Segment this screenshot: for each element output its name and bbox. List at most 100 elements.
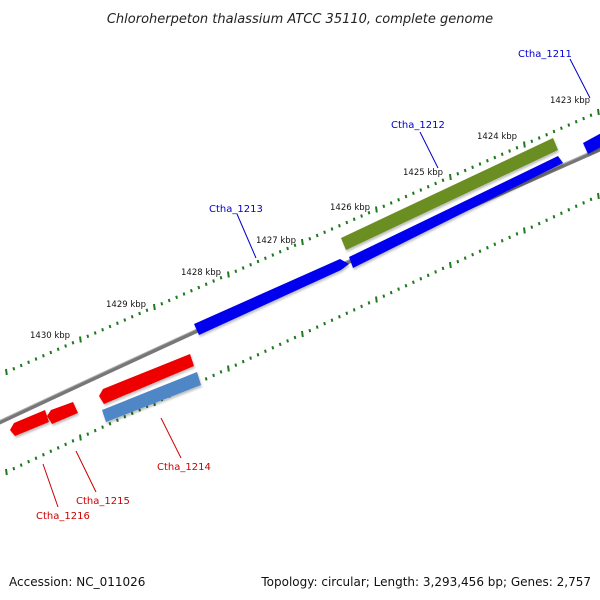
minor-tick	[86, 432, 90, 436]
minor-tick	[367, 301, 371, 305]
minor-tick	[360, 304, 363, 309]
map-title: Chloroherpeton thalassium ATCC 35110, co…	[107, 12, 493, 27]
minor-tick	[567, 208, 571, 212]
minor-tick	[256, 259, 260, 264]
major-tick	[449, 173, 452, 181]
minor-tick	[34, 357, 38, 361]
minor-tick	[42, 354, 45, 358]
minor-tick	[42, 453, 45, 457]
gene-callouts: Ctha_1211 Ctha_1212 Ctha_1213 Ctha_1214 …	[36, 49, 591, 522]
minor-tick	[560, 126, 563, 131]
minor-tick	[286, 246, 289, 251]
minor-tick	[286, 339, 289, 343]
minor-tick	[182, 292, 186, 296]
gene-label-ctha-1214[interactable]: Ctha_1214	[157, 462, 211, 473]
minor-tick	[412, 280, 415, 285]
minor-tick	[367, 211, 371, 215]
minor-tick	[234, 269, 238, 274]
minor-tick	[382, 204, 386, 209]
minor-tick	[130, 315, 134, 319]
minor-tick	[234, 363, 238, 367]
major-tick	[301, 238, 304, 246]
gene-ctha-1212[interactable]	[349, 156, 563, 268]
minor-tick	[574, 204, 578, 209]
minor-tick	[256, 352, 260, 357]
gene-ctha-1214-feature[interactable]	[102, 372, 201, 422]
minor-tick	[71, 341, 75, 345]
minor-tick	[271, 253, 275, 257]
minor-tick	[323, 230, 326, 235]
minor-tick	[397, 198, 400, 202]
minor-tick	[552, 129, 556, 134]
minor-tick	[64, 344, 67, 348]
minor-tick	[219, 276, 223, 280]
minor-tick	[515, 146, 519, 150]
kbp-label: 1423 kbp	[550, 96, 590, 106]
gene-ctha-1215[interactable]	[47, 402, 78, 424]
gene-ctha-1214[interactable]	[99, 354, 194, 404]
minor-tick	[338, 224, 341, 228]
minor-tick	[278, 250, 282, 254]
minor-tick	[264, 349, 267, 354]
minor-tick	[175, 295, 178, 300]
callout-line	[419, 131, 439, 169]
minor-tick	[486, 246, 489, 250]
minor-tick	[419, 188, 423, 192]
gene-label-ctha-1212[interactable]: Ctha_1212	[391, 120, 445, 131]
minor-tick	[49, 350, 53, 355]
major-tick	[227, 271, 230, 278]
minor-tick	[441, 178, 445, 183]
minor-tick	[389, 201, 393, 205]
minor-tick	[471, 252, 474, 257]
minor-tick	[582, 116, 585, 121]
minor-tick	[500, 239, 504, 243]
minor-tick	[323, 321, 326, 326]
minor-tick	[49, 449, 53, 454]
minor-tick	[360, 214, 363, 218]
minor-tick	[123, 415, 127, 419]
minor-tick	[441, 266, 445, 271]
major-tick	[227, 365, 230, 372]
major-tick	[375, 206, 378, 213]
minor-tick	[530, 225, 534, 229]
minor-tick	[308, 328, 312, 333]
gene-ctha-1213[interactable]	[194, 259, 349, 335]
minor-tick	[264, 256, 267, 261]
minor-tick	[101, 425, 104, 429]
minor-tick	[116, 418, 119, 423]
accession-text: Accession: NC_011026	[9, 575, 145, 589]
kbp-label: 1425 kbp	[403, 168, 443, 178]
minor-tick	[574, 120, 578, 124]
minor-tick	[315, 233, 319, 238]
gene-label-ctha-1216[interactable]: Ctha_1216	[36, 511, 90, 522]
gene-ctha-1211[interactable]	[583, 131, 600, 154]
minor-tick	[34, 456, 38, 460]
minor-tick	[212, 279, 215, 283]
minor-tick	[419, 277, 423, 281]
minor-tick	[545, 218, 548, 222]
kbp-label: 1428 kbp	[181, 268, 221, 278]
minor-tick	[567, 123, 571, 127]
major-tick	[79, 336, 82, 343]
minor-tick	[93, 331, 97, 335]
minor-tick	[352, 308, 356, 312]
gene-label-ctha-1213[interactable]: Ctha_1213	[209, 204, 263, 215]
minor-tick	[537, 221, 541, 226]
minor-tick	[478, 162, 482, 166]
gene-ctha-1212-feature[interactable]	[341, 138, 558, 250]
gene-ctha-1216[interactable]	[10, 410, 49, 436]
major-tick	[597, 192, 600, 200]
minor-tick	[456, 172, 460, 176]
minor-tick	[397, 287, 400, 291]
major-tick	[79, 434, 82, 441]
minor-tick	[130, 411, 134, 416]
minor-tick	[338, 315, 341, 319]
major-tick	[301, 330, 304, 338]
minor-tick	[101, 328, 104, 332]
major-tick	[523, 141, 526, 148]
gene-label-ctha-1215[interactable]: Ctha_1215	[76, 496, 130, 507]
minor-tick	[278, 342, 282, 347]
minor-tick	[589, 197, 593, 202]
gene-label-ctha-1211[interactable]: Ctha_1211	[518, 49, 572, 60]
